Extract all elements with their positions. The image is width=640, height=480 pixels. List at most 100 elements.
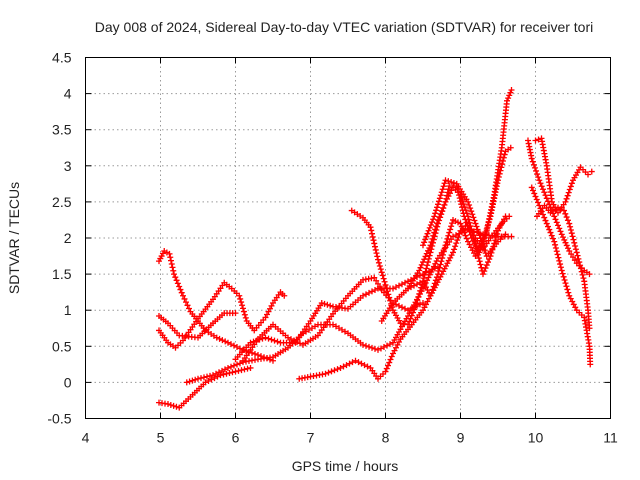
data-point — [536, 177, 543, 184]
data-point — [417, 264, 424, 271]
data-point — [411, 306, 418, 313]
data-point — [225, 364, 231, 371]
series-track-10 — [378, 144, 514, 325]
data-point — [231, 342, 237, 349]
data-point — [445, 232, 452, 239]
data-point — [377, 266, 384, 273]
data-point — [577, 265, 584, 272]
data-point — [363, 291, 369, 298]
data-point — [440, 183, 447, 190]
data-point — [437, 192, 444, 199]
data-point — [476, 249, 483, 256]
data-point — [434, 220, 441, 227]
data-point — [545, 223, 551, 230]
data-point — [485, 259, 491, 266]
data-point — [414, 281, 420, 288]
series-track-16 — [534, 202, 593, 332]
data-point — [368, 227, 375, 234]
data-point — [231, 362, 237, 369]
data-point — [464, 222, 471, 229]
data-point — [186, 305, 192, 312]
data-point — [372, 345, 378, 352]
data-point — [530, 187, 536, 194]
data-point — [371, 240, 378, 247]
data-point — [465, 225, 472, 232]
series-track-15 — [532, 135, 595, 216]
data-point — [421, 271, 428, 278]
data-point — [235, 367, 242, 374]
data-point — [557, 228, 564, 235]
data-point — [372, 246, 379, 253]
x-tick-label: 11 — [603, 430, 618, 446]
y-axis-label: SDTVAR / TECUs — [6, 182, 22, 294]
data-point — [430, 216, 437, 223]
data-point — [430, 283, 437, 290]
data-point — [186, 378, 193, 385]
data-point — [417, 287, 424, 294]
data-point — [238, 367, 245, 374]
data-point — [380, 275, 387, 282]
data-point — [458, 223, 465, 230]
data-point — [406, 318, 413, 325]
data-point — [537, 180, 544, 187]
data-point — [328, 368, 335, 375]
data-point — [385, 362, 391, 369]
data-point — [387, 356, 394, 363]
data-point — [396, 302, 402, 309]
data-point — [456, 192, 462, 199]
data-point — [167, 401, 174, 408]
data-point — [435, 198, 442, 205]
data-point — [322, 370, 329, 377]
data-point — [562, 198, 569, 205]
data-point — [281, 292, 288, 299]
data-point — [547, 229, 554, 236]
data-point — [226, 370, 233, 377]
data-point — [532, 193, 539, 200]
data-point — [207, 372, 213, 379]
data-point — [478, 238, 485, 245]
x-axis-label: GPS time / hours — [292, 458, 399, 474]
data-point — [415, 294, 422, 301]
data-point — [555, 222, 561, 229]
data-point — [462, 216, 469, 223]
data-point — [382, 368, 389, 375]
data-point — [570, 236, 577, 243]
data-point — [541, 214, 548, 221]
data-point — [574, 252, 581, 259]
data-point — [375, 346, 381, 353]
chart-title: Day 008 of 2024, Sidereal Day-to-day VTE… — [95, 19, 594, 35]
data-point — [427, 222, 434, 229]
data-point — [443, 195, 450, 202]
data-point — [538, 183, 545, 190]
data-point — [481, 233, 488, 240]
data-point — [239, 302, 246, 309]
data-point — [432, 277, 439, 284]
data-point — [435, 216, 441, 223]
plot-frame — [85, 57, 611, 419]
data-point — [189, 377, 196, 384]
y-tick-label: 1.5 — [52, 266, 72, 282]
data-point — [183, 379, 190, 386]
data-point — [169, 264, 176, 271]
data-point — [384, 342, 390, 349]
data-point — [573, 249, 580, 256]
data-point — [563, 283, 570, 290]
data-point — [422, 253, 429, 260]
data-point — [180, 292, 186, 299]
data-point — [366, 343, 372, 350]
data-point — [252, 350, 258, 357]
data-point — [452, 243, 459, 250]
data-point — [540, 211, 546, 218]
data-point — [534, 171, 541, 178]
data-point — [494, 230, 501, 237]
data-point — [450, 249, 456, 256]
data-point — [382, 281, 389, 288]
data-point — [475, 229, 482, 236]
data-point — [441, 201, 448, 208]
data-point — [416, 267, 423, 274]
series-track-12 — [420, 177, 509, 260]
data-point — [426, 224, 433, 231]
data-point — [318, 299, 325, 306]
data-point — [343, 362, 350, 369]
